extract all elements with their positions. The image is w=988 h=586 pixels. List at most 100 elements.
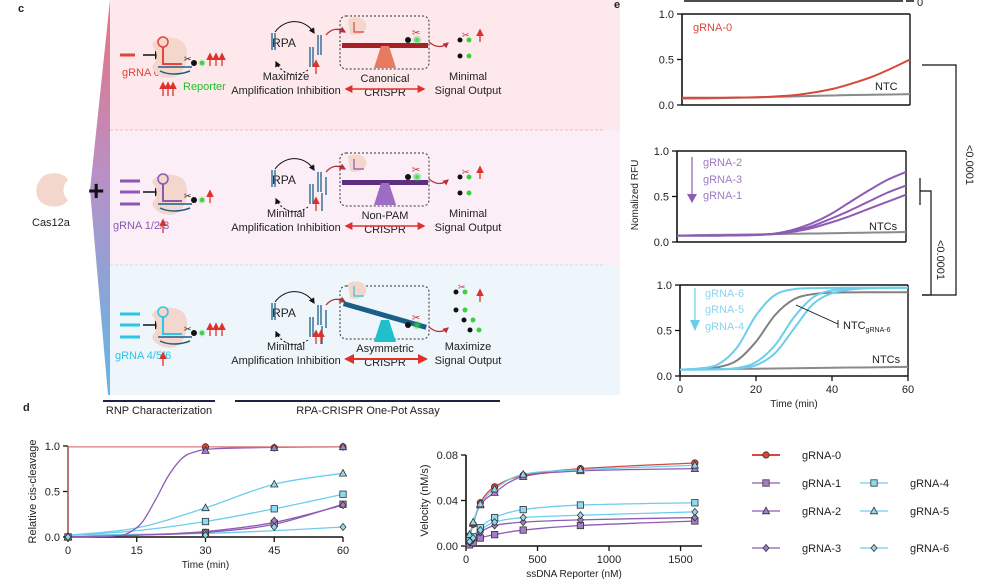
legend-item-gRNA-1: gRNA-1 bbox=[752, 478, 841, 490]
data-point-gRNA-6 bbox=[201, 531, 210, 540]
y-tick-label: 0.0 bbox=[657, 371, 672, 383]
y-tick-label: 1.0 bbox=[659, 9, 674, 21]
data-point-gRNA-6 bbox=[339, 522, 347, 532]
y-tick-label: 0.5 bbox=[659, 55, 674, 67]
left-caption: Amplification Inhibition bbox=[231, 85, 340, 97]
leader-line-ntc-grna6 bbox=[795, 304, 839, 325]
seesaw-beam-group bbox=[342, 301, 427, 330]
diagram-row: gRNA 0 ✂ Reporter RPA ✂ ✂ Maximize Amplificatio… bbox=[120, 15, 501, 99]
grna-stem-icon bbox=[162, 317, 182, 335]
x-tick-label: 500 bbox=[528, 554, 546, 566]
data-point-gRNA-6 bbox=[691, 507, 699, 516]
fluorophore-glow-icon bbox=[412, 172, 422, 182]
fluorophore-icon bbox=[200, 61, 204, 65]
grna-mini-icon bbox=[353, 22, 364, 33]
data-point-gRNA-6 bbox=[64, 532, 72, 542]
right-caption: Maximize bbox=[445, 341, 491, 353]
grna-label: gRNA 0 bbox=[122, 67, 160, 79]
legend-label: gRNA-5 bbox=[910, 506, 949, 518]
legend: gRNA-0 gRNA-1 gRNA-2 gRNA-3 gRNA-4 gRNA-5 gRNA… bbox=[752, 450, 949, 555]
diagram-row: gRNA 4/5/6 ✂ RPA ✂ ✂ Minimal Amplification Inh… bbox=[115, 281, 501, 369]
data-point-gRNA-4 bbox=[576, 501, 585, 509]
grna-mini-icon bbox=[353, 286, 364, 297]
series-line-NTC-gRNA-6 bbox=[679, 291, 908, 371]
legend-marker bbox=[762, 479, 770, 487]
data-point-gRNA-5 bbox=[201, 503, 210, 512]
data-point-gRNA-6 bbox=[576, 511, 584, 520]
data-point-gRNA-5 bbox=[518, 469, 528, 478]
grna-mini-icon bbox=[353, 159, 364, 170]
label-grna-4: gRNA-4 bbox=[705, 321, 744, 333]
scissors-icon: ✂ bbox=[412, 313, 420, 324]
label-grna-2: gRNA-2 bbox=[703, 157, 742, 169]
section-label-rnp: RNP Characterization bbox=[106, 405, 212, 417]
x-tick-label: 15 bbox=[131, 545, 143, 557]
legend-item-gRNA-0: gRNA-0 bbox=[752, 450, 841, 462]
right-caption: Minimal bbox=[449, 71, 487, 83]
series-line-gRNA-2 bbox=[67, 446, 344, 538]
quencher-icon bbox=[467, 327, 473, 333]
complex-mini-icon bbox=[348, 154, 367, 172]
fluorophore-glow-icon bbox=[412, 320, 422, 330]
left-caption: Minimal bbox=[267, 341, 305, 353]
fluorophore-icon bbox=[466, 190, 472, 196]
scissors-icon: ✂ bbox=[412, 28, 420, 39]
y-tick-label: 0.5 bbox=[45, 487, 60, 499]
rpa-label: RPA bbox=[272, 36, 296, 50]
fluorophore-icon bbox=[476, 327, 482, 333]
top-fragment-tick-label: 0 bbox=[917, 0, 923, 9]
quencher-icon bbox=[457, 37, 463, 43]
quencher-icon bbox=[191, 197, 197, 203]
annotations-e: gRNA-0 NTC gRNA-2 gRNA-3 gRNA-1 NTCs gRN… bbox=[687, 22, 901, 366]
quencher-icon bbox=[453, 307, 459, 313]
dna-icon bbox=[158, 336, 192, 345]
complex-mini-icon bbox=[348, 281, 367, 299]
chart-rfu-grna123: 0.0 0.5 1.0 bbox=[654, 146, 907, 249]
grna-stem-icon bbox=[162, 184, 182, 202]
right-caption: Signal Output bbox=[435, 355, 502, 367]
right-caption: Signal Output bbox=[435, 222, 502, 234]
y-axis-label: Velocity (nM/s) bbox=[419, 464, 431, 536]
label-grna-6: gRNA-6 bbox=[705, 288, 744, 300]
chart-rfu-grna456: 0.0 0.5 1.0 0 20 40 60 Time (min) bbox=[657, 280, 914, 410]
quencher-icon bbox=[191, 60, 197, 66]
label-ntc-main: NTC bbox=[843, 320, 866, 332]
data-point-gRNA-5 bbox=[269, 479, 279, 488]
x-tick-label: 1000 bbox=[597, 554, 621, 566]
data-point-gRNA-3 bbox=[339, 501, 347, 510]
series-line-gRNA-6 bbox=[67, 526, 344, 536]
data-point-gRNA-1 bbox=[491, 531, 499, 539]
y-tick-label: 0.0 bbox=[659, 100, 674, 112]
cas12a-label: Cas12a bbox=[32, 217, 71, 229]
data-point-gRNA-4 bbox=[339, 490, 347, 498]
data-point-gRNA-3 bbox=[691, 513, 699, 522]
reporter-label: Reporter bbox=[183, 81, 226, 93]
x-tick-label: 0 bbox=[65, 545, 71, 557]
legend-label: gRNA-2 bbox=[802, 506, 841, 518]
legend-label: gRNA-1 bbox=[802, 478, 841, 490]
x-tick-label: 40 bbox=[826, 384, 838, 396]
data-point-gRNA-1 bbox=[519, 526, 527, 534]
data-point-gRNA-5 bbox=[468, 517, 478, 526]
data-point-gRNA-4 bbox=[270, 505, 278, 513]
p-value-small: <0.0001 bbox=[934, 240, 946, 280]
plus-sign: + bbox=[88, 175, 104, 206]
grna-stem-icon bbox=[162, 47, 182, 65]
dna-icon bbox=[158, 203, 192, 212]
data-point-gRNA-5 bbox=[690, 460, 700, 469]
data-point-gRNA-5 bbox=[338, 468, 348, 477]
data-point-gRNA-6 bbox=[270, 522, 278, 532]
legend-item-gRNA-5: gRNA-5 bbox=[860, 506, 949, 518]
legend-item-gRNA-2: gRNA-2 bbox=[752, 506, 841, 518]
legend-marker bbox=[762, 543, 770, 553]
legend-marker bbox=[761, 506, 771, 515]
x-tick-label: 45 bbox=[268, 545, 280, 557]
cas12a-icon bbox=[36, 173, 68, 207]
transfer-arrow-icon bbox=[325, 26, 347, 36]
label-ntc-grna6: NTCgRNA-6 bbox=[843, 320, 891, 334]
legend-item-gRNA-6: gRNA-6 bbox=[860, 543, 949, 555]
legend-item-gRNA-3: gRNA-3 bbox=[752, 543, 841, 555]
y-axis-label-rfu: Nomalized RFU bbox=[630, 160, 641, 231]
panel-c: c Cas12a + gRNA 0 ✂ Reporter RPA ✂ ✂ Maximize A… bbox=[18, 0, 620, 417]
legend-label: gRNA-4 bbox=[910, 478, 949, 490]
